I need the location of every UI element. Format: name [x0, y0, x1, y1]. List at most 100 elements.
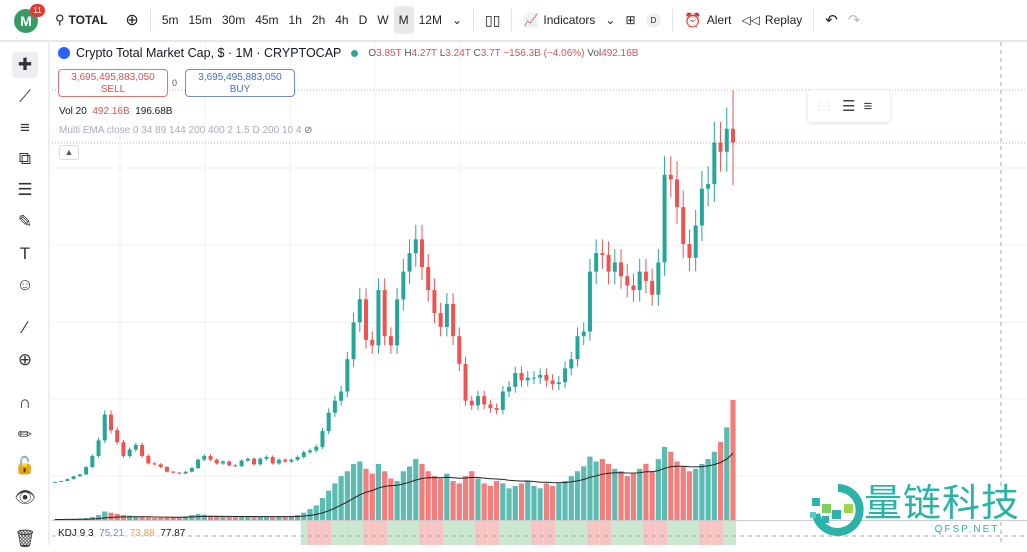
volume-bar	[562, 481, 567, 520]
hidden-eye-icon[interactable]: ⊘	[304, 125, 312, 136]
channel-icon[interactable]: ≡	[863, 98, 872, 115]
candle-body	[594, 253, 598, 271]
candle-body	[308, 451, 312, 453]
candle-body	[72, 476, 76, 479]
candle-body	[488, 404, 492, 408]
candle-body	[115, 430, 119, 442]
volume-bar	[395, 481, 400, 520]
candle-body	[159, 464, 163, 467]
candle-body	[165, 467, 169, 472]
volume-bar	[525, 481, 530, 520]
watermark-logo-icon	[808, 484, 864, 536]
volume-bar	[320, 498, 325, 520]
symbol-title[interactable]: Crypto Total Market Cap, $ · 1M · CRYPTO…	[76, 46, 341, 60]
volume-bar	[376, 464, 381, 520]
candle-body	[146, 456, 150, 463]
candle-body	[202, 456, 206, 460]
volume-bar	[239, 517, 244, 520]
candle-body	[507, 387, 511, 392]
volume-bar	[407, 466, 412, 520]
candle-body	[451, 304, 455, 336]
candle-body	[302, 452, 306, 457]
candle-body	[588, 272, 592, 332]
volume-bar	[307, 509, 312, 520]
kdj-band	[375, 521, 381, 545]
candle-body	[544, 375, 548, 381]
horizontal-lines-icon[interactable]: ☰	[842, 97, 855, 115]
kdj-band	[425, 521, 431, 545]
volume-bar	[426, 471, 431, 520]
volume-bar	[687, 471, 692, 520]
candle-body	[712, 143, 716, 184]
sell-price: 3,695,495,883,050	[59, 72, 167, 84]
candle-body	[233, 465, 237, 466]
candle-body	[638, 272, 642, 290]
candle-body	[65, 479, 69, 481]
candle-body	[694, 226, 698, 258]
candle-body	[221, 462, 225, 464]
kdj-band	[599, 521, 605, 545]
volume-bar	[531, 486, 536, 520]
candle-body	[476, 396, 480, 405]
kdj-band	[338, 521, 344, 545]
kdj-band	[344, 521, 350, 545]
candle-body	[296, 457, 300, 460]
kdj-band	[630, 521, 636, 545]
volume-bar	[102, 511, 107, 520]
candle-body	[246, 459, 250, 461]
volume-bar	[450, 481, 455, 520]
kdj-band	[711, 521, 717, 545]
volume-bar	[550, 486, 555, 520]
kdj-band	[717, 521, 723, 545]
market-status-dot-icon	[351, 50, 358, 57]
volume-bar	[363, 469, 368, 520]
candle-body	[134, 445, 138, 450]
candle-body	[538, 375, 542, 378]
kdj-band	[661, 521, 667, 545]
candle-body	[383, 290, 387, 336]
kdj-band	[350, 521, 356, 545]
candle-body	[389, 336, 393, 345]
volume-bar	[127, 516, 132, 520]
buy-price: 3,695,495,883,050	[186, 72, 294, 84]
candle-body	[153, 463, 157, 464]
volume-bar	[718, 442, 723, 520]
volume-bar	[575, 471, 580, 520]
volume-bar	[706, 459, 711, 520]
candle-body	[426, 267, 430, 290]
volume-bar	[631, 474, 636, 520]
kdj-band	[431, 521, 437, 545]
volume-bar	[569, 476, 574, 520]
candle-body	[320, 431, 324, 447]
kdj-band	[593, 521, 599, 545]
kdj-band	[506, 521, 512, 545]
volume-bar	[139, 517, 144, 520]
kdj-band	[568, 521, 574, 545]
volume-bar	[656, 459, 661, 520]
candle-body	[177, 473, 181, 474]
candle-body	[352, 322, 356, 359]
candle-body	[283, 460, 287, 462]
kdj-band	[699, 521, 705, 545]
kdj-band	[605, 521, 611, 545]
candle-body	[644, 272, 648, 281]
drag-handle-icon[interactable]: ⋮⋮	[814, 101, 834, 112]
kdj-band	[643, 521, 649, 545]
volume-bar	[612, 469, 617, 520]
kdj-band	[487, 521, 493, 545]
kdj-band	[500, 521, 506, 545]
kdj-band	[724, 521, 730, 545]
volume-bar	[214, 516, 219, 520]
kdj-band	[319, 521, 325, 545]
kdj-band	[450, 521, 456, 545]
volume-bar	[469, 471, 474, 520]
collapse-legend-button[interactable]: ▲	[59, 145, 79, 160]
spread-value: 0	[172, 78, 177, 88]
volume-bar	[500, 483, 505, 520]
candle-body	[121, 442, 125, 456]
kdj-band	[301, 521, 307, 545]
candle-body	[663, 175, 667, 263]
kdj-band	[369, 521, 375, 545]
